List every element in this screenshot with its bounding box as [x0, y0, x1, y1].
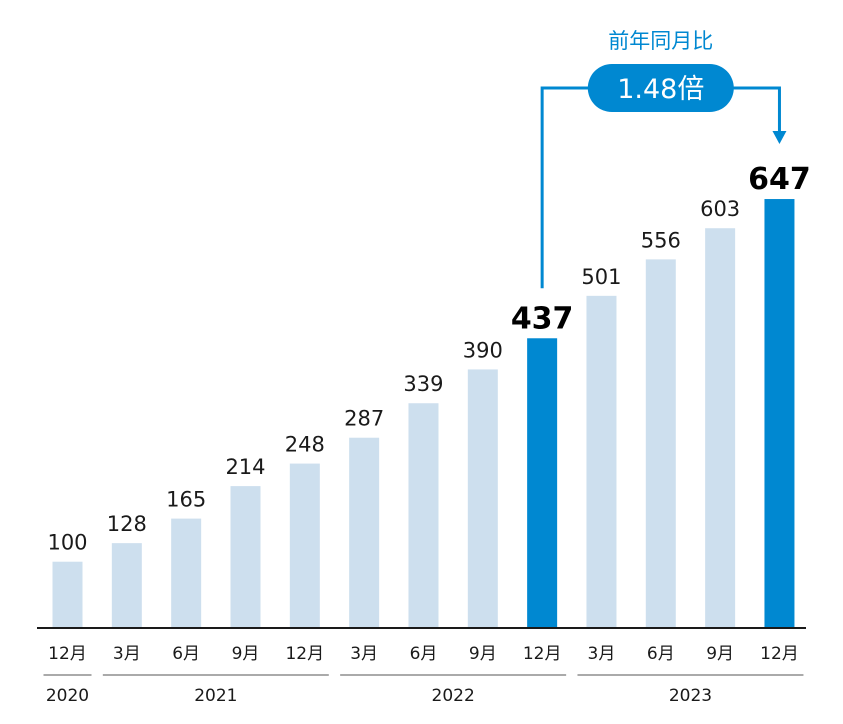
- bar: [764, 199, 795, 628]
- data-label: 248: [285, 433, 325, 457]
- year-label: 2022: [432, 686, 475, 706]
- data-label: 390: [463, 338, 503, 362]
- year-label: 2023: [669, 686, 712, 706]
- bar: [111, 543, 142, 628]
- year-label: 2020: [46, 686, 89, 706]
- data-label: 287: [344, 407, 384, 431]
- data-label: 128: [107, 512, 147, 536]
- x-tick-label: 6月: [172, 644, 200, 664]
- x-tick-label: 6月: [647, 644, 675, 664]
- bars-group: [52, 199, 795, 628]
- yoy-comparison: 1.48倍 前年同月比: [540, 29, 787, 289]
- x-tick-label: 9月: [706, 644, 734, 664]
- x-tick-label: 3月: [350, 644, 378, 664]
- yoy-label: 前年同月比: [608, 29, 713, 53]
- data-label: 100: [47, 531, 87, 555]
- data-label: 603: [700, 197, 740, 221]
- data-label: 339: [403, 372, 443, 396]
- x-tick-label: 12月: [760, 644, 799, 664]
- bar: [586, 295, 617, 628]
- bar: [705, 228, 736, 628]
- bar: [408, 403, 439, 628]
- bar: [527, 338, 558, 628]
- bar: [349, 437, 380, 628]
- data-label: 556: [641, 228, 681, 252]
- x-tick-label: 9月: [232, 644, 260, 664]
- x-tick-label: 12月: [48, 644, 87, 664]
- data-label: 214: [225, 455, 265, 479]
- x-tick-label: 3月: [588, 644, 616, 664]
- bar: [467, 369, 498, 628]
- yoy-connector-line: [540, 86, 781, 289]
- bar: [289, 463, 320, 628]
- yoy-value-pill: [587, 64, 734, 112]
- data-label: 437: [511, 301, 574, 336]
- yoy-arrow-head: [772, 131, 787, 145]
- bar: [52, 561, 83, 628]
- year-label: 2021: [194, 686, 237, 706]
- tick-labels-group: 12月 3月 6月 9月 12月 3月 6月 9月 12月 3月 6月 9月 12月: [48, 644, 799, 664]
- data-label: 165: [166, 488, 206, 512]
- x-tick-label: 12月: [285, 644, 324, 664]
- data-label: 501: [581, 265, 621, 289]
- bar: [645, 259, 676, 628]
- bar: [171, 518, 202, 628]
- x-tick-label: 9月: [469, 644, 497, 664]
- x-tick-label: 6月: [410, 644, 438, 664]
- value-labels-group: 100 128 165 214 248 287 339 390 437 501 556 603 647: [47, 162, 810, 555]
- x-tick-label: 12月: [523, 644, 562, 664]
- year-labels-group: 2020 2021 2022 2023: [43, 674, 804, 706]
- bar: [230, 486, 261, 628]
- yoy-value: 1.48倍: [617, 74, 704, 105]
- data-label: 647: [748, 162, 811, 197]
- x-tick-label: 3月: [113, 644, 141, 664]
